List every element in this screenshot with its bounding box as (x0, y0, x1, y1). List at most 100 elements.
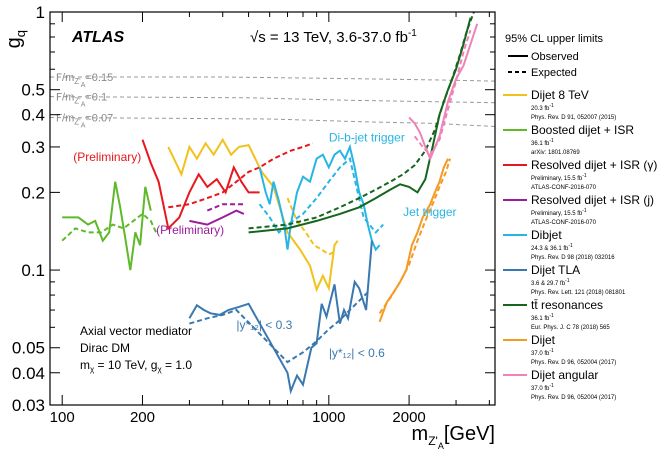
model-mass-sub: χ (90, 365, 95, 374)
y-tick-label-0: 0.03 (12, 396, 45, 415)
legend-label-boosted-dijet-isr: Boosted dijet + ISR (531, 123, 634, 137)
series-observed-resolved-dijet-isr-j (189, 209, 245, 226)
x-axis-label: mZ'A[GeV] (412, 423, 495, 450)
legend-ref-pub-dijet-tla: Phys. Rev. Lett. 121 (2018) 081801 (531, 290, 626, 296)
legend-label-dijet: Dijet (531, 333, 556, 347)
legend-label-resolved-dijet-isr-j: Resolved dijet + ISR (j) (531, 193, 654, 207)
legend-ref-lumi-dijet-8-tev: 20.3 fb-1 (531, 103, 554, 112)
legend-ref-pub-resolved-dijet-isr: ATLAS-CONF-2016-070 (531, 185, 597, 191)
y-tick-label-8: 1 (36, 3, 45, 22)
series-expected-dijet-angular (413, 29, 472, 157)
series-observed-resolved-dijet-isr (141, 139, 260, 231)
energy-label: √s = 13 TeV, 3.6-37.0 fb-1 (250, 28, 417, 46)
series-observed-dijet (378, 158, 449, 323)
energy-label-main: √s = 13 TeV, 3.6-37.0 fb (250, 29, 408, 46)
model-coupling-sub: χ (157, 365, 162, 374)
width-line-label-2: Γ/mZ'A=0.07 (56, 113, 113, 130)
annotation-5: |y*₁₂| < 0.6 (329, 346, 385, 360)
legend-label-tt-resonances: tt̄ resonances (531, 298, 603, 312)
legend-label-dijet-8-tev: Dijet 8 TeV (531, 88, 589, 102)
x-axis-label-unit: [GeV] (444, 423, 495, 445)
series-expected-tt-resonances (248, 11, 475, 230)
legend: 95% CL upper limits Observed Expected Di… (503, 33, 657, 401)
y-axis-label-sub: q (13, 30, 28, 37)
annotation-4: |y*₁₂| < 0.3 (236, 318, 292, 332)
legend-ref-pub-dijet-angular: Phys. Rev. D 96, 052004 (2017) (531, 395, 616, 401)
experiment-label: ATLAS (71, 29, 124, 46)
legend-ref-lumi-dijet-tla: 3.6 & 29.7 fb-1 (531, 278, 570, 287)
series-expected-dijet-8-tev (286, 197, 336, 256)
annotations-layer: (Preliminary) (Preliminary) Di-b-jet trigg… (73, 130, 456, 360)
x-tick-label-0: 100 (50, 409, 75, 426)
model-mass-m: m (80, 358, 90, 372)
x-axis-label-main: m (412, 423, 429, 445)
series-layer (61, 11, 479, 395)
legend-ref-lumi-dijet-angular: 37.0 fb-1 (531, 383, 554, 392)
legend-label-dijet-tla: Dijet TLA (531, 263, 580, 277)
legend-ref-pub-boosted-dijet-isr: arXiv: 1801.08769 (531, 150, 580, 156)
x-tick-label-2: 1000 (312, 409, 345, 426)
x-tick-label-3: 2000 (392, 409, 425, 426)
y-axis-label-main: g (3, 37, 25, 48)
annotation-0: (Preliminary) (73, 150, 141, 164)
legend-ref-pub-dibjet: Phys. Rev. D 98 (2018) 032016 (531, 255, 615, 261)
series-observed-dijet-tla (188, 240, 373, 395)
x-axis-label-subsub: A (438, 441, 444, 450)
model-line-1: Axial vector mediator (80, 324, 192, 338)
legend-label-dijet-angular: Dijet angular (531, 368, 598, 382)
legend-ref-lumi-dibjet: 24.3 & 36.1 fb-1 (531, 243, 573, 252)
y-axis-label: gq (3, 30, 28, 48)
series-expected-dibjet (258, 156, 384, 234)
series-expected-resolved-dijet-isr (168, 142, 314, 209)
y-tick-label-6: 0.4 (21, 106, 45, 125)
x-axis-label-sub: Z' (428, 434, 438, 448)
series-observed-dijet-angular (408, 23, 479, 162)
series-observed-dijet-8-tev (167, 137, 339, 293)
width-line-0 (50, 76, 496, 82)
legend-ref-lumi-boosted-dijet-isr: 36.1 fb-1 (531, 138, 554, 147)
legend-ref-lumi-dijet: 37.0 fb-1 (531, 348, 554, 357)
y-tick-label-1: 0.04 (12, 364, 45, 383)
width-line-label-0: Γ/mZ'A=0.15 (56, 72, 113, 89)
y-tick-label-2: 0.05 (12, 339, 45, 358)
model-info: Axial vector mediator Dirac DM mχ = 10 T… (80, 324, 192, 374)
legend-ref-pub-resolved-dijet-isr-j: ATLAS-CONF-2016-070 (531, 220, 597, 226)
x-tick-label-1: 200 (130, 409, 155, 426)
legend-label-resolved-dijet-isr: Resolved dijet + ISR (γ) (531, 158, 657, 172)
plot-frame (49, 11, 496, 406)
series-expected-resolved-dijet-isr-j (206, 203, 244, 212)
legend-observed-label: Observed (531, 51, 579, 63)
model-line-3: mχ = 10 TeV, gχ = 1.0 (80, 358, 192, 374)
legend-label-dibjet: Dibjet (531, 228, 562, 242)
model-line-2: Dirac DM (80, 341, 130, 355)
legend-ref-lumi-tt-resonances: 36.1 fb-1 (531, 313, 554, 322)
legend-ref-lumi-resolved-dijet-isr: Preliminary, 15.5 fb-1 (531, 173, 587, 182)
legend-ref-lumi-resolved-dijet-isr-j: Preliminary, 15.5 fb-1 (531, 208, 587, 217)
annotation-1: (Preliminary) (156, 223, 224, 237)
width-line-label-1: Γ/mZ'A=0.1 (56, 92, 107, 109)
model-coupling-value: = 1.0 (162, 358, 193, 372)
legend-ref-pub-dijet-8-tev: Phys. Rev. D 91, 052007 (2015) (531, 115, 616, 121)
y-tick-label-4: 0.2 (21, 183, 45, 202)
legend-ref-pub-tt-resonances: Eur. Phys. J. C 78 (2018) 565 (531, 325, 610, 331)
annotation-2: Di-b-jet trigger (329, 130, 405, 144)
energy-label-sup: -1 (408, 28, 417, 39)
model-mass-value: = 10 TeV, g (94, 358, 157, 372)
width-lines-layer: Γ/mZ'A=0.15 Γ/mZ'A=0.1 Γ/mZ'A=0.07 (49, 72, 496, 130)
width-line-2 (49, 117, 496, 127)
y-tick-label-7: 0.5 (21, 81, 45, 100)
series-observed-boosted-dijet-isr (62, 181, 152, 271)
series-observed-tt-resonances (248, 17, 472, 234)
legend-header: 95% CL upper limits (505, 33, 604, 45)
legend-expected-label: Expected (531, 67, 577, 79)
annotation-3: Jet trigger (403, 205, 456, 219)
y-tick-label-3: 0.1 (21, 261, 45, 280)
y-tick-label-5: 0.3 (21, 138, 45, 157)
ticks-layer: 100 200 1000 2000 0.03 0.04 0.05 0.1 0.2 0.3 0.4 0.… (12, 3, 495, 426)
legend-ref-pub-dijet: Phys. Rev. D 96, 052004 (2017) (531, 360, 616, 366)
width-line-1 (49, 96, 496, 104)
series-expected-boosted-dijet-isr (61, 212, 158, 242)
series-observed-dibjet (258, 143, 381, 252)
